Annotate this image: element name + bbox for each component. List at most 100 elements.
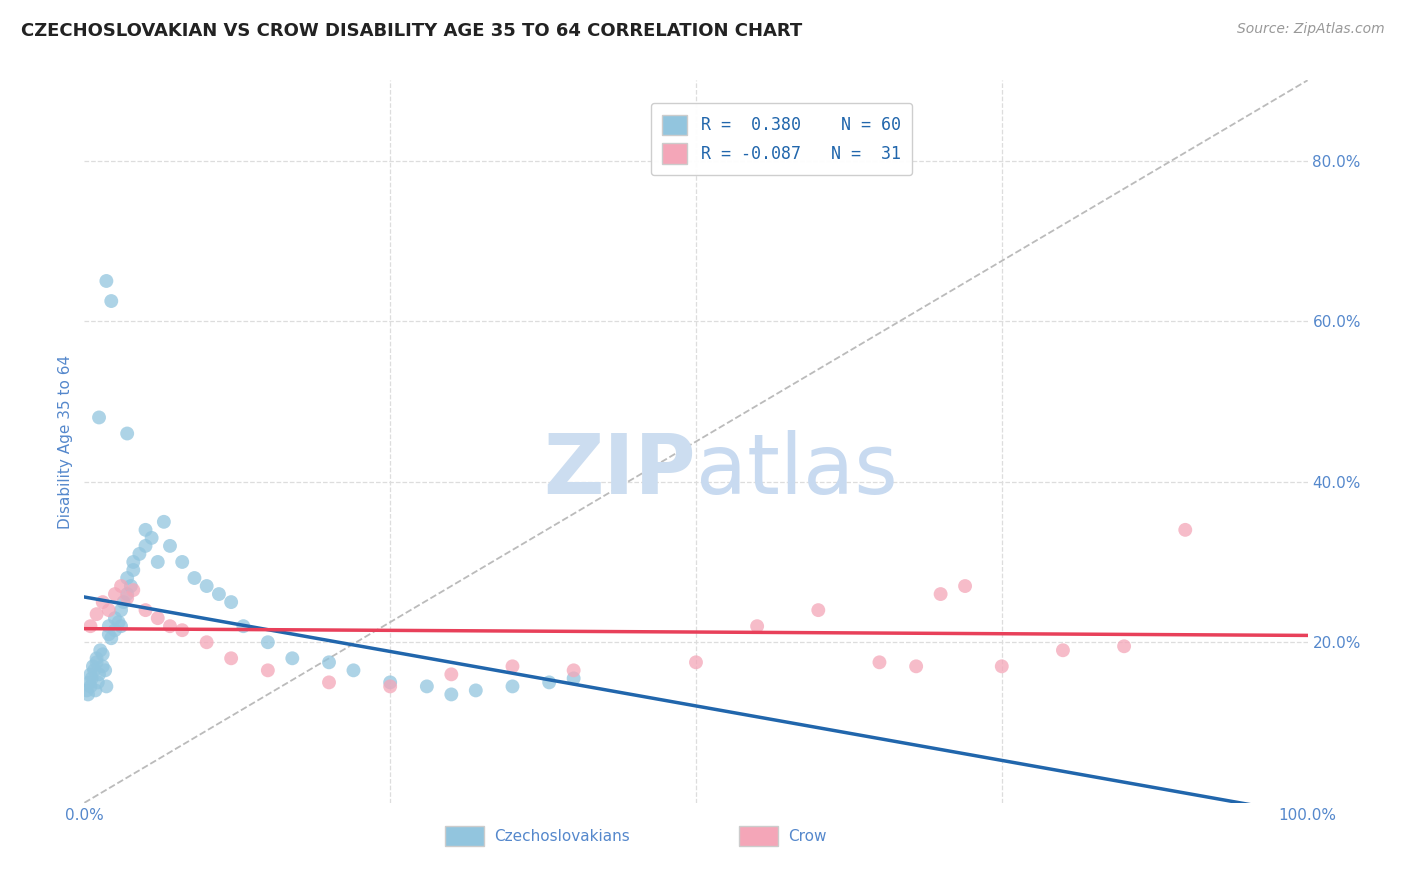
Point <box>77 687 100 701</box>
Point <box>122 563 145 577</box>
Point <box>120 579 142 593</box>
Point <box>219 651 242 665</box>
Point <box>86 651 108 665</box>
Point <box>96 274 118 288</box>
Text: ZIP: ZIP <box>544 430 696 511</box>
Point <box>83 664 105 678</box>
Point <box>87 675 110 690</box>
Point <box>77 675 100 690</box>
Point <box>464 683 486 698</box>
Point <box>76 683 98 698</box>
Point <box>104 587 127 601</box>
Point <box>257 635 280 649</box>
Point <box>146 611 169 625</box>
Point <box>91 659 114 673</box>
Point <box>115 426 138 441</box>
Point <box>110 603 132 617</box>
Point <box>219 595 242 609</box>
Point <box>100 293 122 308</box>
Point <box>110 619 132 633</box>
Point <box>502 680 524 694</box>
Point <box>183 571 205 585</box>
Point <box>929 587 952 601</box>
Point <box>440 667 463 681</box>
Point <box>257 664 280 678</box>
Point <box>159 619 181 633</box>
Point <box>172 555 194 569</box>
Point <box>807 603 830 617</box>
Point <box>86 607 108 621</box>
Point <box>100 632 122 646</box>
Point <box>905 659 928 673</box>
Bar <box>446 826 484 847</box>
Point <box>195 579 218 593</box>
Point <box>502 659 524 673</box>
Point <box>146 555 169 569</box>
Point <box>318 655 340 669</box>
Point <box>195 635 218 649</box>
Text: Czechoslovakians: Czechoslovakians <box>494 829 630 844</box>
Point <box>91 595 114 609</box>
Text: Source: ZipAtlas.com: Source: ZipAtlas.com <box>1237 22 1385 37</box>
Point <box>1174 523 1197 537</box>
Legend: R =  0.380    N = 60, R = -0.087   N =  31: R = 0.380 N = 60, R = -0.087 N = 31 <box>651 103 912 176</box>
Point <box>97 619 120 633</box>
Point <box>232 619 254 633</box>
Point <box>96 680 118 694</box>
Point <box>159 539 181 553</box>
Point <box>380 675 402 690</box>
Point <box>538 675 561 690</box>
Point <box>153 515 176 529</box>
Point <box>79 667 101 681</box>
Point <box>112 595 135 609</box>
Point <box>110 579 132 593</box>
Point <box>104 623 127 637</box>
Point <box>869 655 891 669</box>
Point <box>115 591 138 605</box>
Point <box>440 687 463 701</box>
Point <box>208 587 231 601</box>
Point <box>97 627 120 641</box>
Point <box>86 655 108 669</box>
Point <box>953 579 976 593</box>
Point <box>84 683 107 698</box>
Point <box>991 659 1014 673</box>
Point <box>122 555 145 569</box>
Point <box>87 667 110 681</box>
Point <box>281 651 304 665</box>
Point <box>79 680 101 694</box>
Bar <box>738 826 778 847</box>
Text: Crow: Crow <box>787 829 827 844</box>
Point <box>685 655 707 669</box>
Point <box>128 547 150 561</box>
Y-axis label: Disability Age 35 to 64: Disability Age 35 to 64 <box>58 354 73 529</box>
Point <box>91 648 114 662</box>
Point <box>135 523 157 537</box>
Point <box>562 664 585 678</box>
Point <box>135 539 157 553</box>
Point <box>318 675 340 690</box>
Point <box>89 643 111 657</box>
Point <box>122 583 145 598</box>
Point <box>107 615 129 630</box>
Point <box>115 587 138 601</box>
Point <box>87 410 110 425</box>
Point <box>79 619 101 633</box>
Text: atlas: atlas <box>696 430 897 511</box>
Point <box>747 619 769 633</box>
Point <box>104 611 127 625</box>
Point <box>380 680 402 694</box>
Point <box>562 671 585 685</box>
Point <box>80 671 103 685</box>
Point <box>115 571 138 585</box>
Point <box>342 664 364 678</box>
Text: CZECHOSLOVAKIAN VS CROW DISABILITY AGE 35 TO 64 CORRELATION CHART: CZECHOSLOVAKIAN VS CROW DISABILITY AGE 3… <box>21 22 803 40</box>
Point <box>1114 639 1136 653</box>
Point <box>416 680 439 694</box>
Point <box>135 603 157 617</box>
Point <box>97 603 120 617</box>
Point <box>141 531 163 545</box>
Point <box>82 659 104 673</box>
Point <box>172 623 194 637</box>
Point <box>94 664 117 678</box>
